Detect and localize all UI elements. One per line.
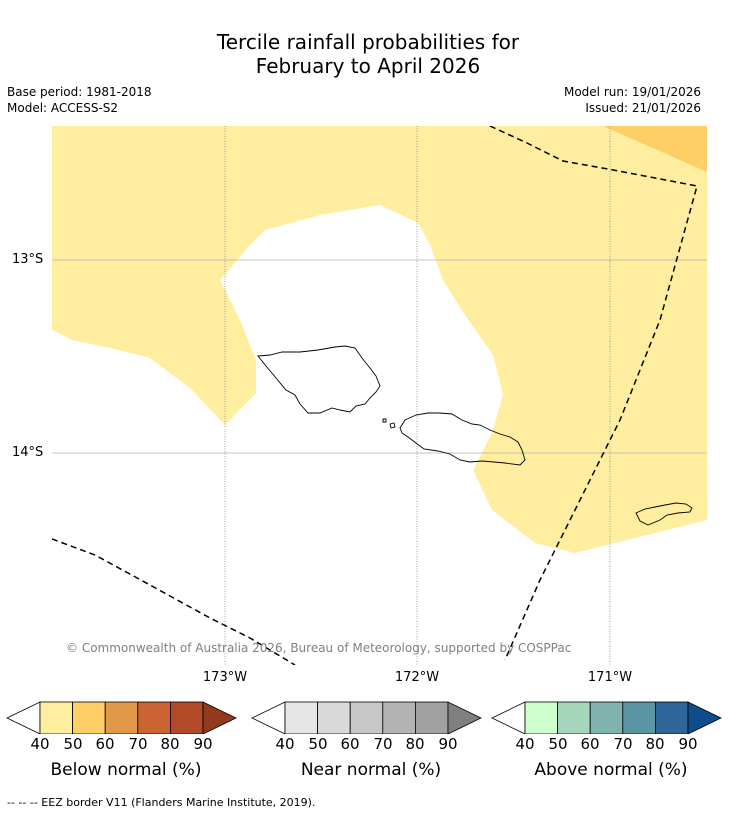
tick-label: 70 [373,735,393,753]
lat-label-14s: 14°S [12,445,44,460]
colorbar-ticks-above-normal: 40 50 60 70 80 90 [491,734,731,754]
tick-label: 40 [515,735,535,753]
colorbar-segment [72,701,106,734]
colorbar-segment [414,701,449,734]
tick-label: 80 [645,735,665,753]
colorbar-under-extension [6,701,41,734]
lon-label-172w: 172°W [394,670,440,685]
tutuila-island [635,502,693,526]
legend-below-normal: 40 50 60 70 80 90 Below normal (%) [6,700,246,780]
model-name: Model: ACCESS-S2 [7,101,119,115]
colorbar-segment [317,701,351,734]
colorbar-segment [557,701,591,734]
colorbar-segment [589,701,624,734]
savaii-island [257,345,381,414]
tick-label: 50 [308,735,328,753]
tick-label: 90 [193,735,213,753]
tick-label: 70 [128,735,148,753]
tick-label: 80 [405,735,425,753]
colorbar-segment [622,701,656,734]
colorbar-segment [349,701,384,734]
upolu-island [399,412,526,466]
copyright-notice: © Commonwealth of Australia 2026, Bureau… [66,641,572,655]
eez-border-southwest [52,538,296,665]
tick-label: 90 [678,735,698,753]
colorbar-segment [169,701,204,734]
colorbar-segment [104,701,139,734]
lon-label-173w: 173°W [202,670,248,685]
manono-islet [389,422,396,429]
colorbar-segment [137,701,171,734]
colorbar-near-normal [251,701,482,734]
colorbar-segment [654,701,689,734]
tick-label: 70 [613,735,633,753]
colorbar-ticks-below-normal: 40 50 60 70 80 90 [6,734,246,754]
tick-label: 40 [275,735,295,753]
issued-date: Issued: 21/01/2026 [585,101,701,115]
tick-label: 60 [95,735,115,753]
meta-left: Base period: 1981-2018 Model: ACCESS-S2 [7,84,152,116]
below-normal-50-60-region [603,126,707,172]
colorbar-segment [382,701,416,734]
tick-label: 60 [580,735,600,753]
lon-label-171w: 171°W [587,670,633,685]
tick-label: 80 [160,735,180,753]
base-period: Base period: 1981-2018 [7,85,152,99]
below-normal-40-50-region [52,126,707,553]
map-canvas [52,126,707,665]
title-line-1: Tercile rainfall probabilities for [216,30,520,54]
title-line-2: February to April 2026 [255,54,481,78]
colorbar-ticks-near-normal: 40 50 60 70 80 90 [251,734,491,754]
colorbar-segment [524,701,558,734]
colorbar-below-normal [6,701,237,734]
legend-above-normal: 40 50 60 70 80 90 Above normal (%) [491,700,731,780]
model-run: Model run: 19/01/2026 [563,85,701,99]
colorbar-segment [284,701,318,734]
legend-caption-above-normal: Above normal (%) [534,760,688,780]
tick-label: 50 [63,735,83,753]
eez-footnote: -- -- -- EEZ border V11 (Flanders Marine… [7,796,316,809]
colorbar-above-normal [491,701,722,734]
colorbar-under-extension [491,701,526,734]
tick-label: 40 [30,735,50,753]
tick-label: 60 [340,735,360,753]
apolima-islet [382,418,387,423]
tick-label: 50 [548,735,568,753]
legend-near-normal: 40 50 60 70 80 90 Near normal (%) [251,700,491,780]
colorbar-under-extension [251,701,286,734]
colorbar-segment [39,701,73,734]
colorbar-over-extension [687,701,722,734]
lat-label-13s: 13°S [12,252,44,267]
legend-caption-below-normal: Below normal (%) [50,760,202,780]
map-title: Tercile rainfall probabilities for Febru… [0,30,736,78]
meta-right: Model run: 19/01/2026 Issued: 21/01/2026 [564,84,701,116]
legend-caption-near-normal: Near normal (%) [300,760,442,780]
tick-label: 90 [438,735,458,753]
eez-border-east [489,126,698,661]
colorbar-over-extension [202,701,237,734]
colorbar-over-extension [447,701,482,734]
